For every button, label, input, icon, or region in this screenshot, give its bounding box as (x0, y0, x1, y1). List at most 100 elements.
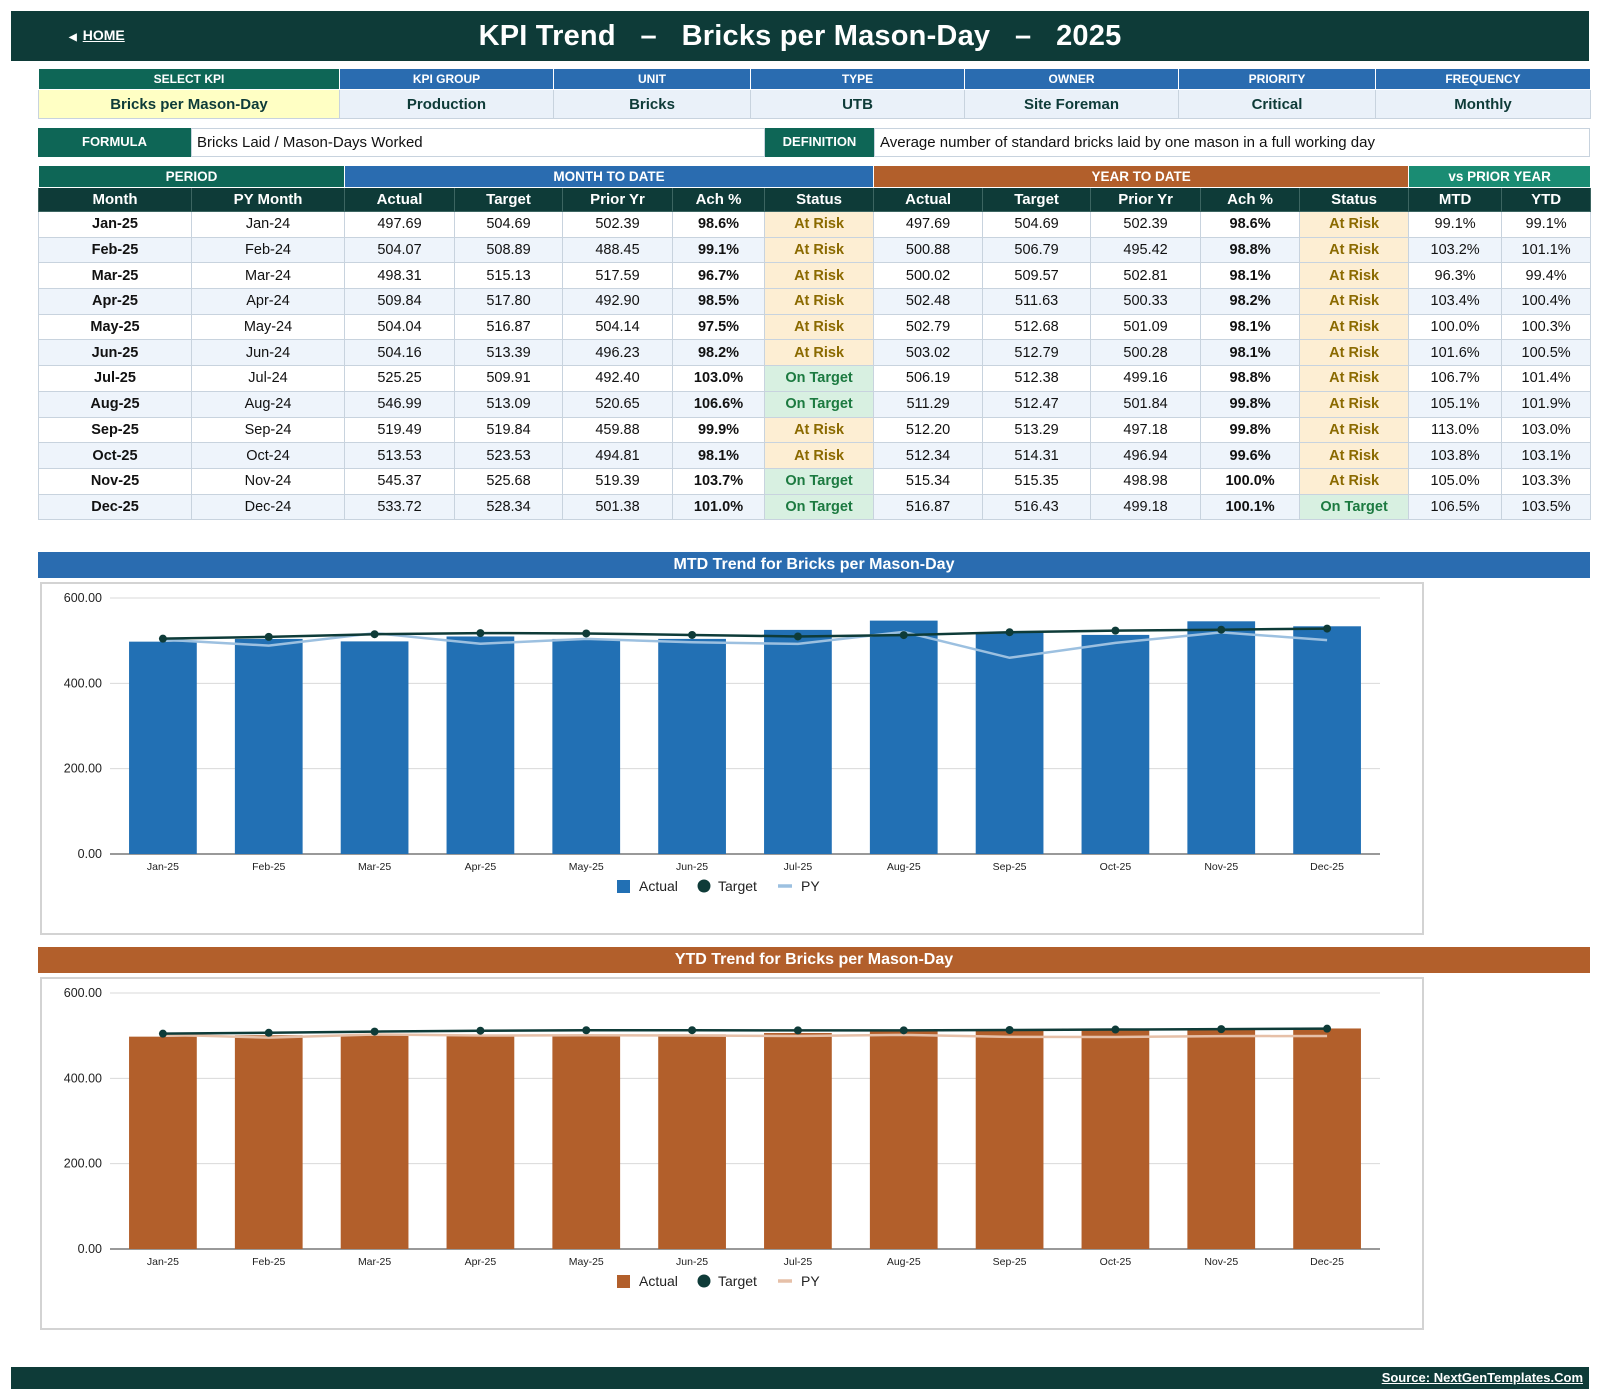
ytd-ach-pct-cell: 98.2% (1200, 288, 1301, 315)
vs-py-ytd-cell: 101.9% (1501, 390, 1592, 418)
ytd-status-cell: On Target (1299, 493, 1410, 521)
mtd-prior-yr-cell: 459.88 (562, 416, 674, 444)
mtd-actual-cell: 509.84 (344, 288, 456, 315)
mtd-chart-svg: 0.00 200.00 400.00 600.00 Jan-25 Feb-25 Mar-25… (64, 591, 1380, 894)
actual-bar (234, 1035, 303, 1249)
ytd-target-cell: 512.79 (982, 339, 1092, 367)
y-tick-label: 0.00 (78, 847, 102, 861)
source-link[interactable]: Source: NextGenTemplates.Com (1381, 1370, 1583, 1385)
actual-bar (1187, 1029, 1256, 1249)
vs-py-mtd-cell: 103.2% (1408, 236, 1503, 264)
ytd-chart-title: YTD Trend for Bricks per Mason-Day (38, 947, 1590, 973)
actual-bar (234, 638, 303, 854)
py-month-cell: Sep-24 (190, 416, 346, 444)
mtd-chart: 0.00 200.00 400.00 600.00 Jan-25 Feb-25 Mar-25… (40, 582, 1424, 935)
home-link[interactable]: ◀ HOME (69, 27, 125, 43)
vs-py-mtd-cell: 105.1% (1408, 390, 1503, 418)
actual-bar (446, 636, 515, 854)
legend-py-label: PY (801, 1273, 820, 1289)
mtd-chart-title: MTD Trend for Bricks per Mason-Day (38, 552, 1590, 578)
vs-py-ytd-cell: 100.4% (1501, 288, 1592, 315)
actual-bar (869, 620, 938, 854)
kpi-group-header: KPI GROUP (339, 68, 554, 90)
mtd-prior-yr-cell: 519.39 (562, 467, 674, 495)
month-cell: Mar-25 (38, 262, 192, 290)
mtd-actual-cell: 504.04 (344, 313, 456, 341)
actual-bar (446, 1034, 515, 1249)
mtd-ach-pct-cell: 103.0% (672, 365, 766, 392)
priority-value: Critical (1178, 89, 1376, 119)
x-tick-label: May-25 (569, 861, 604, 873)
owner-value: Site Foreman (964, 89, 1179, 119)
ytd-actual-column-header: Actual (873, 187, 984, 212)
unit-header: UNIT (553, 68, 751, 90)
frequency-value: Monthly (1375, 89, 1591, 119)
mtd-actual-cell: 513.53 (344, 442, 456, 469)
ytd-status-cell: At Risk (1299, 467, 1410, 495)
y-tick-label: 400.00 (64, 1071, 102, 1085)
x-tick-label: Jun-25 (676, 861, 708, 873)
vs-py-ytd-cell: 103.5% (1501, 493, 1592, 521)
actual-bar (340, 1035, 409, 1249)
x-tick-label: Feb-25 (252, 861, 285, 873)
x-tick-label: Sep-25 (993, 1256, 1027, 1268)
owner-header: OWNER (964, 68, 1179, 90)
ytd-target-cell: 515.35 (982, 467, 1092, 495)
vs-py-mtd-cell: 105.0% (1408, 467, 1503, 495)
ytd-target-cell: 514.31 (982, 442, 1092, 469)
mtd-target-cell: 509.91 (454, 365, 564, 392)
mtd-prior-yr-cell: 492.90 (562, 288, 674, 315)
vs-py-mtd-cell: 100.0% (1408, 313, 1503, 341)
actual-bar (340, 641, 409, 854)
vs-py-mtd-cell: 103.8% (1408, 442, 1503, 469)
ytd-actual-cell: 497.69 (873, 211, 984, 238)
target-point (1111, 626, 1120, 635)
table-row: Feb-25 Feb-24 504.07 508.89 488.45 99.1% At Ri… (38, 236, 1592, 264)
table-row: Oct-25 Oct-24 513.53 523.53 494.81 98.1% At Ri… (38, 442, 1592, 469)
target-point (370, 1027, 379, 1036)
ytd-prior-yr-cell: 499.16 (1090, 365, 1202, 392)
vs-py-mtd-cell: 103.4% (1408, 288, 1503, 315)
target-point (1323, 1024, 1332, 1033)
kpi-trend-table: PERIOD MONTH TO DATE YEAR TO DATE vs PRI… (37, 165, 1592, 521)
mtd-ach-pct-column-header: Ach % (672, 187, 766, 212)
ytd-actual-cell: 512.20 (873, 416, 984, 444)
ytd-ach-pct-cell: 99.8% (1200, 390, 1301, 418)
mtd-target-cell: 528.34 (454, 493, 564, 521)
ytd-prior-yr-cell: 495.42 (1090, 236, 1202, 264)
actual-bar (1081, 634, 1150, 854)
ytd-status-column-header: Status (1299, 187, 1410, 212)
ytd-ach-pct-cell: 99.8% (1200, 416, 1301, 444)
kpi-group-value: Production (339, 89, 554, 119)
actual-bar (975, 1030, 1044, 1249)
month-cell: Sep-25 (38, 416, 192, 444)
mtd-status-cell: At Risk (764, 288, 875, 315)
kpi-select-dropdown[interactable]: Bricks per Mason-Day (38, 89, 340, 119)
mtd-ach-pct-cell: 99.9% (672, 416, 766, 444)
actual-bar (1081, 1030, 1150, 1249)
type-value: UTB (750, 89, 965, 119)
target-point (793, 1026, 802, 1035)
ytd-target-cell: 516.43 (982, 493, 1092, 521)
target-point (476, 629, 485, 638)
mtd-target-cell: 513.39 (454, 339, 564, 367)
ytd-ach-pct-cell: 100.0% (1200, 467, 1301, 495)
target-point (582, 1026, 591, 1035)
mtd-actual-cell: 498.31 (344, 262, 456, 290)
vs-py-ytd-cell: 100.3% (1501, 313, 1592, 341)
actual-bar (764, 629, 832, 854)
x-tick-label: Nov-25 (1204, 1256, 1238, 1268)
mtd-prior-yr-cell: 492.40 (562, 365, 674, 392)
ytd-status-cell: At Risk (1299, 416, 1410, 444)
y-tick-label: 0.00 (78, 1242, 102, 1256)
mtd-target-cell: 525.68 (454, 467, 564, 495)
py-month-cell: Nov-24 (190, 467, 346, 495)
target-point (899, 631, 908, 640)
x-tick-label: Apr-25 (465, 861, 497, 873)
vs-py-ytd-cell: 99.1% (1501, 211, 1592, 238)
target-point (582, 629, 591, 638)
month-cell: Dec-25 (38, 493, 192, 521)
mtd-target-column-header: Target (454, 187, 564, 212)
mtd-actual-cell: 519.49 (344, 416, 456, 444)
mtd-status-cell: On Target (764, 493, 875, 521)
